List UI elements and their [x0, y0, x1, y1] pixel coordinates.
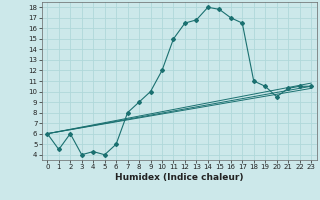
X-axis label: Humidex (Indice chaleur): Humidex (Indice chaleur): [115, 173, 244, 182]
